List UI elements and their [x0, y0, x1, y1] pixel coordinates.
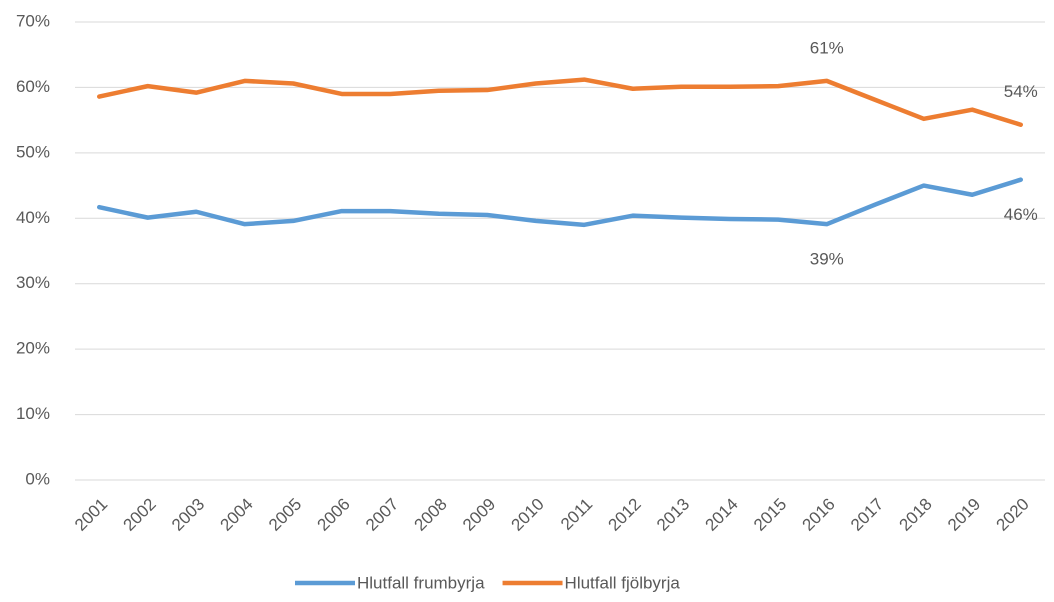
- data-label: 54%: [1004, 82, 1038, 101]
- x-tick-label: 2002: [120, 495, 160, 535]
- x-tick-label: 2015: [750, 495, 790, 535]
- y-tick-label: 50%: [16, 142, 50, 161]
- x-tick-label: 2005: [265, 495, 305, 535]
- x-tick-label: 2020: [993, 495, 1033, 535]
- x-tick-label: 2001: [71, 495, 111, 535]
- x-tick-label: 2007: [362, 495, 402, 535]
- legend-label: Hlutfall frumbyrja: [357, 573, 485, 592]
- series-line: [97, 77, 1023, 127]
- y-tick-label: 70%: [16, 11, 50, 30]
- legend-label: Hlutfall fjölbyrja: [565, 573, 681, 592]
- data-label: 61%: [810, 38, 844, 57]
- x-tick-label: 2017: [847, 495, 887, 535]
- x-tick-label: 2012: [605, 495, 645, 535]
- x-tick-label: 2006: [314, 495, 354, 535]
- y-tick-label: 0%: [25, 469, 50, 488]
- y-tick-label: 60%: [16, 77, 50, 96]
- x-tick-label: 2019: [944, 495, 984, 535]
- x-tick-label: 2008: [411, 495, 451, 535]
- data-label: 46%: [1004, 205, 1038, 224]
- y-tick-label: 10%: [16, 404, 50, 423]
- x-tick-label: 2004: [217, 495, 257, 535]
- x-tick-label: 2009: [459, 495, 499, 535]
- x-tick-label: 2013: [653, 495, 693, 535]
- x-tick-label: 2018: [896, 495, 936, 535]
- x-tick-label: 2003: [168, 495, 208, 535]
- y-tick-label: 40%: [16, 208, 50, 227]
- x-tick-label: 2016: [799, 495, 839, 535]
- y-tick-label: 30%: [16, 273, 50, 292]
- series-line: [97, 177, 1023, 228]
- x-tick-label: 2014: [702, 495, 742, 535]
- x-tick-label: 2010: [508, 495, 548, 535]
- y-tick-label: 20%: [16, 339, 50, 358]
- data-label: 39%: [810, 250, 844, 269]
- x-tick-label: 2011: [557, 495, 596, 534]
